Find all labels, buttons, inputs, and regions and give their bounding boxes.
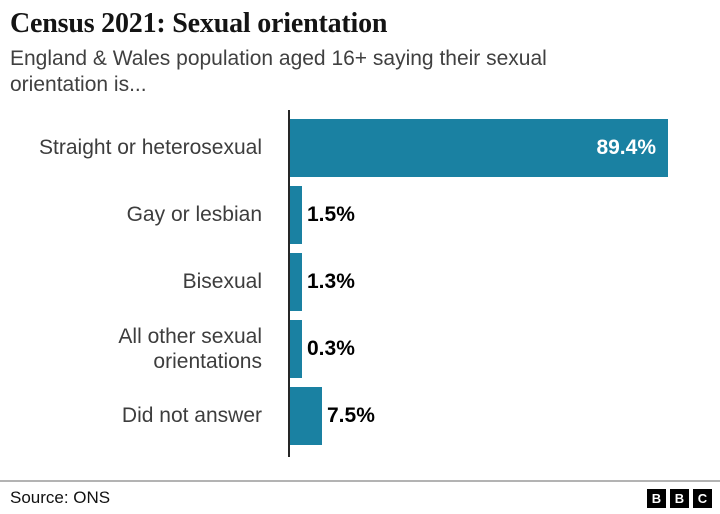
- category-label: Did not answer: [121, 404, 262, 428]
- value-label: 1.5%: [307, 202, 355, 226]
- bar-track: 7.5%: [288, 382, 720, 449]
- chart-header: Census 2021: Sexual orientation England …: [10, 8, 720, 98]
- bar: [290, 185, 302, 244]
- category-label: Gay or lesbian: [126, 203, 262, 227]
- chart-row: Bisexual 1.3%: [0, 248, 720, 315]
- bbc-logo-block: C: [693, 488, 712, 508]
- plot-area: Straight or heterosexual 89.4% Gay or lesb…: [0, 110, 720, 458]
- bar: [290, 252, 302, 311]
- bbc-logo-block: B: [647, 488, 666, 508]
- chart-row: Did not answer 7.5%: [0, 382, 720, 449]
- bbc-logo-block: B: [670, 488, 689, 508]
- source-label: Source: ONS: [10, 488, 111, 507]
- page-subtitle: England & Wales population aged 16+ sayi…: [10, 47, 547, 97]
- category-label: All other sexual orientations: [118, 324, 262, 373]
- bar-track: 89.4%: [288, 114, 720, 181]
- bar-chart: Straight or heterosexual 89.4% Gay or lesb…: [0, 110, 720, 458]
- chart-row: Straight or heterosexual 89.4%: [0, 114, 720, 181]
- value-label: 89.4%: [596, 135, 656, 159]
- bar: [290, 319, 302, 378]
- bar-rows: Straight or heterosexual 89.4% Gay or lesb…: [0, 114, 720, 449]
- bar-track: 1.5%: [288, 181, 720, 248]
- value-label: 0.3%: [307, 336, 355, 360]
- bar: [290, 386, 322, 445]
- bar: 89.4%: [290, 118, 668, 177]
- bar-track: 0.3%: [288, 315, 720, 382]
- bbc-logo: B B C: [647, 488, 712, 508]
- category-label: Straight or heterosexual: [39, 136, 262, 160]
- chart-footer: Source: ONS B B C: [0, 480, 720, 514]
- page-title: Census 2021: Sexual orientation: [10, 8, 388, 39]
- value-label: 1.3%: [307, 269, 355, 293]
- chart-row: All other sexual orientations 0.3%: [0, 315, 720, 382]
- chart-row: Gay or lesbian 1.5%: [0, 181, 720, 248]
- y-axis-line: [288, 110, 290, 458]
- value-label: 7.5%: [327, 403, 375, 427]
- bar-track: 1.3%: [288, 248, 720, 315]
- category-label: Bisexual: [182, 270, 262, 294]
